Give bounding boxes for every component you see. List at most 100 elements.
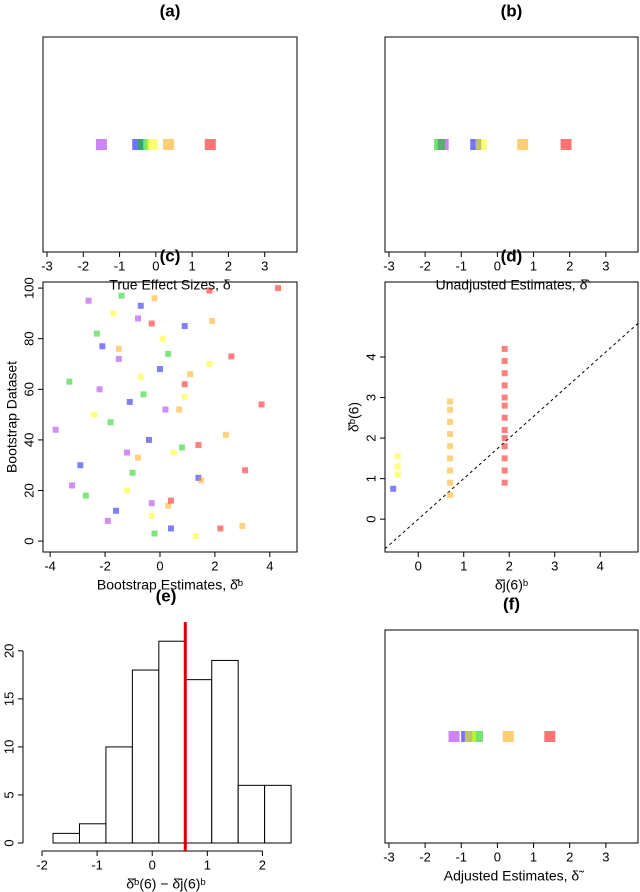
x-tick-label: 0: [415, 558, 422, 573]
point: [448, 731, 460, 742]
x-tick-label: 3: [261, 258, 268, 273]
point: [206, 287, 213, 294]
point: [124, 487, 131, 494]
point: [115, 355, 122, 362]
point: [206, 360, 213, 367]
point: [135, 454, 142, 461]
x-tick-label: 4: [266, 558, 273, 573]
point: [115, 345, 122, 352]
plot-frame: [42, 281, 298, 553]
x-tick-label: -2: [36, 857, 48, 872]
y-tick-label: 0: [21, 538, 36, 545]
reference-line: [384, 322, 639, 550]
x-axis-label: True Effect Sizes, δ: [109, 277, 231, 293]
point: [501, 467, 508, 474]
point: [192, 533, 199, 540]
point: [198, 477, 205, 484]
y-tick-label: 1: [363, 475, 378, 482]
point: [99, 343, 106, 350]
bar: [237, 784, 266, 844]
y-tick-label: 60: [21, 382, 36, 396]
point: [77, 462, 84, 469]
point: [275, 285, 282, 292]
point: [104, 517, 111, 524]
x-axis-label: δ̂j(6)ᵇ: [495, 577, 528, 593]
point: [126, 398, 133, 405]
point: [217, 525, 224, 532]
y-tick-label: 100: [21, 277, 36, 299]
x-tick-label: -3: [383, 258, 395, 273]
point: [91, 411, 98, 418]
x-axis-label: Adjusted Estimates, δ̃: [444, 868, 584, 884]
point: [394, 453, 401, 460]
point: [447, 467, 454, 474]
bar: [158, 640, 186, 844]
point: [501, 455, 508, 462]
point: [135, 315, 142, 322]
point: [447, 431, 454, 438]
x-axis-label: δ̂ᵇ(6) − δ̂j(6)ᵇ: [126, 876, 205, 892]
point: [137, 373, 144, 380]
point: [129, 469, 136, 476]
x-tick-label: 1: [204, 857, 211, 872]
point: [148, 512, 155, 519]
point: [501, 402, 508, 409]
point: [113, 507, 120, 514]
point: [472, 731, 484, 742]
point: [501, 358, 508, 365]
x-tick-label: -4: [44, 558, 56, 573]
point: [181, 323, 188, 330]
x-tick-label: -3: [41, 258, 53, 273]
point: [242, 467, 249, 474]
point: [52, 426, 59, 433]
x-tick-label: -2: [419, 258, 431, 273]
panel-title: (a): [160, 1, 181, 20]
point: [137, 302, 144, 309]
point: [447, 443, 454, 450]
bar: [52, 832, 80, 844]
x-tick-label: -2: [77, 258, 89, 273]
point: [475, 139, 487, 150]
point: [394, 471, 401, 478]
point: [501, 345, 508, 352]
point: [517, 139, 529, 150]
point: [560, 139, 572, 150]
point: [209, 317, 216, 324]
point: [156, 366, 163, 373]
y-tick-label: 40: [21, 433, 36, 447]
bar: [184, 679, 213, 844]
x-tick-label: -1: [114, 258, 126, 273]
x-tick-label: 0: [152, 258, 159, 273]
point: [187, 371, 194, 378]
point: [66, 378, 73, 385]
point: [151, 530, 158, 537]
point: [124, 449, 131, 456]
x-tick-label: 0: [156, 558, 163, 573]
plot-frame: [384, 36, 639, 253]
point: [146, 139, 158, 150]
bar: [105, 746, 133, 844]
bar: [211, 659, 239, 844]
point: [107, 419, 114, 426]
point: [447, 406, 454, 413]
point: [239, 522, 246, 529]
y-tick-label: 4: [363, 353, 378, 360]
x-tick-label: -1: [91, 857, 103, 872]
bar: [131, 669, 160, 844]
x-tick-label: 3: [602, 258, 609, 273]
x-tick-label: 1: [189, 258, 196, 273]
point: [501, 443, 508, 450]
x-tick-label: 0: [494, 849, 501, 864]
point: [501, 394, 508, 401]
point: [85, 297, 92, 304]
y-axis-label: δ̂ᵇ(6): [346, 402, 362, 432]
point: [544, 731, 556, 742]
point: [176, 406, 183, 413]
x-axis-label: Unadjusted Estimates, δ̂: [436, 277, 591, 293]
point: [165, 350, 172, 357]
x-axis-label: Bootstrap Estimates, δ̂ᵇ: [97, 577, 243, 593]
point: [501, 370, 508, 377]
y-tick-label: 20: [1, 644, 16, 658]
point: [258, 401, 265, 408]
